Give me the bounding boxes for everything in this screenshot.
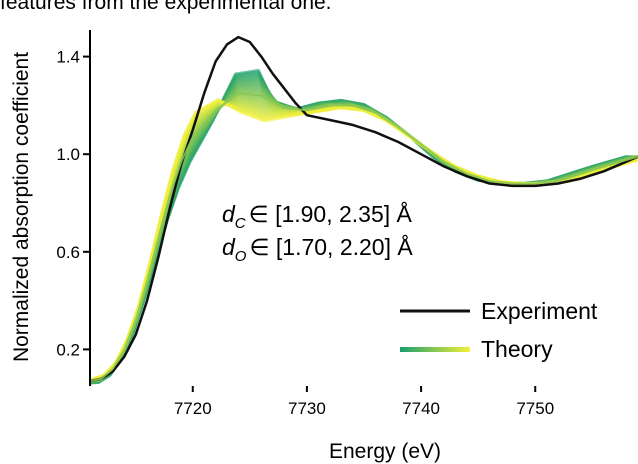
legend-theory-swatch [400, 347, 470, 352]
caption-fragment: features from the experimental one. [0, 0, 332, 14]
annotation-do-sub: O [235, 248, 247, 265]
y-tick-label: 1.4 [56, 48, 80, 67]
legend-experiment-label: Experiment [481, 298, 598, 324]
y-tick-label: 0.2 [56, 340, 80, 359]
annotation-do-text: ∈ [1.70, 2.20] Å [249, 233, 413, 260]
annotation-dc-sub: C [235, 215, 246, 232]
y-tick-label: 1.0 [56, 145, 80, 164]
annotation-do: dO ∈ [1.70, 2.20] Å [222, 233, 413, 265]
x-tick-label: 7740 [402, 399, 440, 418]
experiment-line [90, 35, 638, 383]
series-layer [90, 35, 638, 383]
annotation-do-var: d [222, 234, 236, 260]
y-ticks: 0.2 0.6 1.0 1.4 [56, 48, 90, 359]
annotation-dc: dC ∈ [1.90, 2.35] Å [222, 200, 413, 232]
svg-text:dO∈ [1.70, 2.20] Å: dO ∈ [1.70, 2.20] Å [222, 233, 413, 265]
x-ticks: 7720 7730 7740 7750 [174, 386, 554, 418]
annotation-dc-text: ∈ [1.90, 2.35] Å [249, 200, 413, 227]
svg-text:dC∈ [1.90, 2.35] Å: dC ∈ [1.90, 2.35] Å [222, 200, 413, 232]
annotation-dc-var: d [222, 201, 236, 227]
x-axis-label: Energy (eV) [329, 440, 441, 463]
legend: Experiment Theory [400, 298, 598, 362]
y-tick-label: 0.6 [56, 243, 80, 262]
theory-line [90, 92, 638, 383]
x-tick-label: 7730 [288, 399, 326, 418]
legend-theory-label: Theory [481, 336, 553, 362]
x-tick-label: 7720 [174, 399, 212, 418]
x-tick-label: 7750 [516, 399, 554, 418]
y-axis-label: Normalized absorption coefficient [10, 52, 33, 362]
